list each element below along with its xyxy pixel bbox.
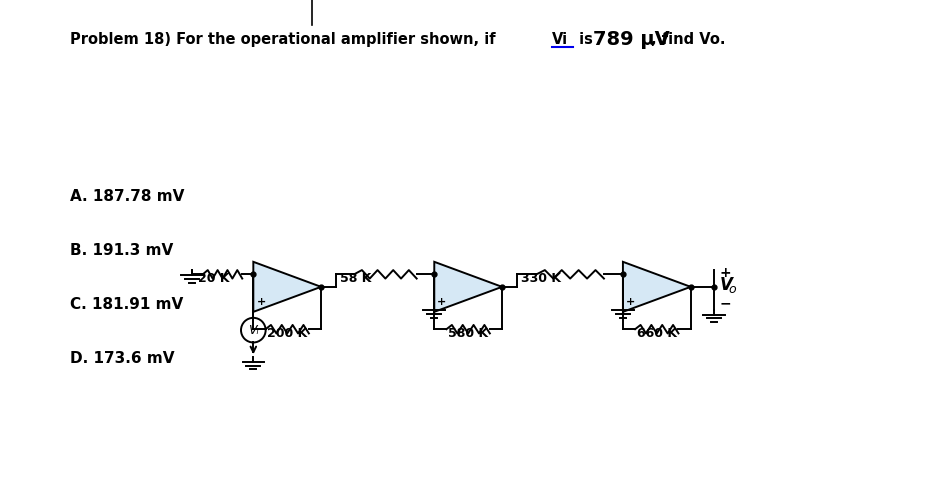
Text: −: −: [720, 297, 732, 311]
Text: D. 173.6 mV: D. 173.6 mV: [70, 351, 174, 366]
Text: , find Vo.: , find Vo.: [651, 32, 725, 47]
Polygon shape: [434, 262, 502, 312]
Text: V: V: [720, 276, 733, 294]
Polygon shape: [253, 262, 321, 312]
Polygon shape: [623, 262, 691, 312]
Text: 580 K: 580 K: [448, 327, 488, 340]
Text: B. 191.3 mV: B. 191.3 mV: [70, 243, 173, 258]
Text: 200 K: 200 K: [267, 327, 307, 340]
Text: A. 187.78 mV: A. 187.78 mV: [70, 189, 184, 204]
Text: Vᵢ: Vᵢ: [248, 324, 259, 337]
Text: is: is: [574, 32, 598, 47]
Text: +: +: [257, 297, 266, 307]
Text: 20 K: 20 K: [198, 272, 230, 285]
Text: 660 K: 660 K: [637, 327, 677, 340]
Text: 58 K: 58 K: [340, 272, 372, 285]
Text: C. 181.91 mV: C. 181.91 mV: [70, 297, 183, 312]
Text: 330 K: 330 K: [522, 272, 562, 285]
Text: 789 μV: 789 μV: [593, 30, 671, 49]
Text: +: +: [626, 297, 635, 307]
Text: +: +: [437, 297, 446, 307]
Text: Vi: Vi: [552, 32, 568, 47]
Text: Problem 18) For the operational amplifier shown, if: Problem 18) For the operational amplifie…: [70, 32, 500, 47]
Text: o: o: [728, 283, 736, 296]
Text: +: +: [720, 266, 732, 280]
